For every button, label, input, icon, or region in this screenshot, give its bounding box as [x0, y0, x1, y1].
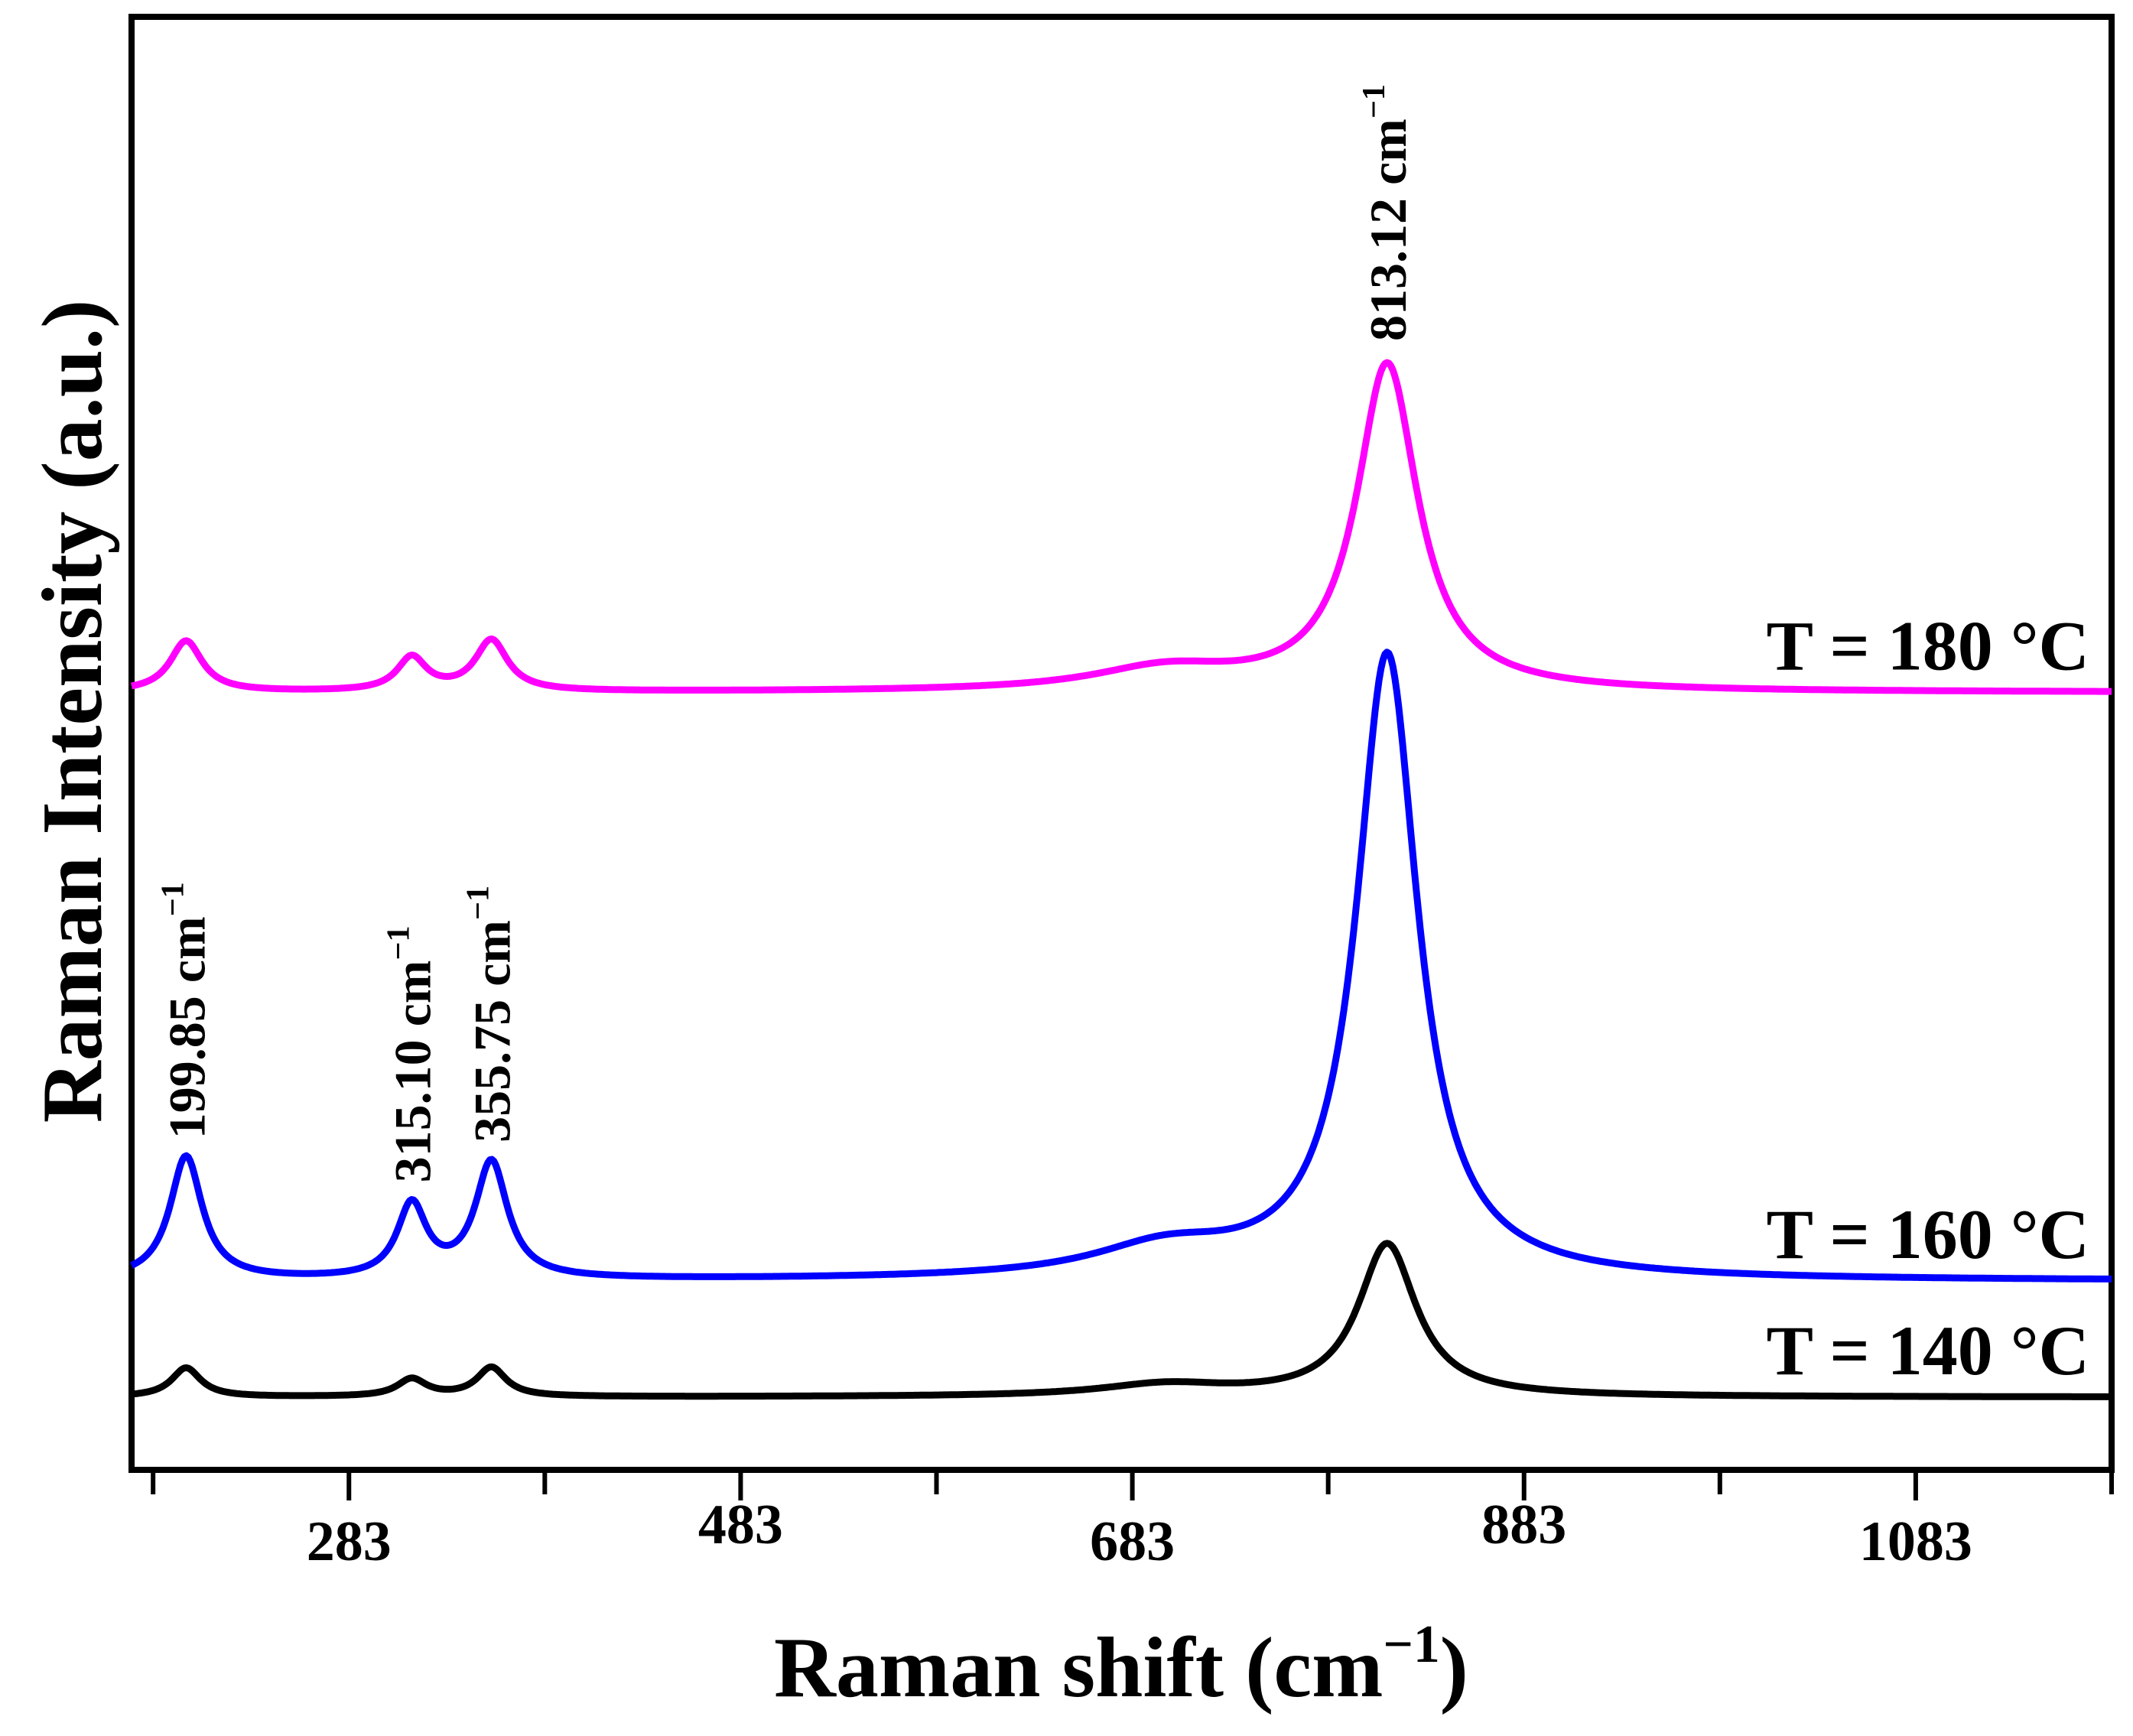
series-label-t-180-c: T = 180 °C	[1767, 607, 2089, 685]
x-tick-label: 883	[1481, 1494, 1566, 1556]
x-ticks	[151, 1470, 2114, 1500]
x-tick-label: 283	[307, 1510, 392, 1573]
peak-label: 355.75 cm−1	[460, 886, 522, 1143]
series-line-t-180-c	[130, 359, 2113, 695]
peak-label: 199.85 cm−1	[154, 882, 216, 1139]
peak-label: 813.12 cm−1	[1356, 84, 1417, 341]
y-axis-title: Raman Intensity (a.u.)	[25, 300, 120, 1123]
series-labels: T = 140 °C T = 160 °C T = 180 °C	[1767, 607, 2089, 1390]
series-line-t-160-c	[130, 649, 2113, 1282]
x-tick-label: 483	[698, 1494, 783, 1556]
series-lines	[130, 359, 2113, 1400]
x-tick-labels: 283 483 683 883 1083	[307, 1494, 1972, 1573]
x-axis-title: Raman shift (cm−1)	[774, 1615, 1468, 1715]
peak-label: 315.10 cm−1	[381, 925, 442, 1182]
peak-annotations: 199.85 cm−1 315.10 cm−1 355.75 cm−1 813.12 …	[154, 84, 1417, 1182]
series-line-t-140-c	[130, 1240, 2113, 1400]
series-label-t-160-c: T = 160 °C	[1767, 1195, 2089, 1273]
series-label-t-140-c: T = 140 °C	[1767, 1312, 2089, 1390]
x-tick-label: 683	[1090, 1510, 1175, 1573]
plot-frame	[128, 14, 2115, 1473]
x-tick-label: 1083	[1859, 1510, 1972, 1573]
